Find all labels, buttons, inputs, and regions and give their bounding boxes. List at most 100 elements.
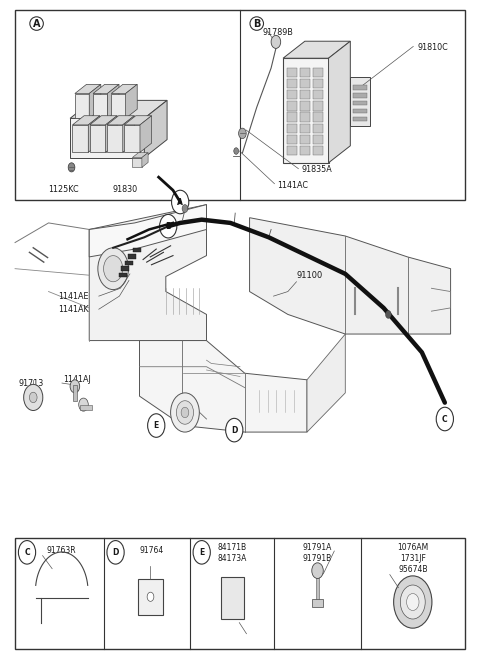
Bar [300,135,311,144]
Bar [287,79,298,88]
Text: 91835A: 91835A [301,166,332,174]
Bar [313,102,323,111]
Circle shape [234,148,239,155]
Polygon shape [126,84,137,119]
Circle shape [271,35,281,48]
Polygon shape [132,153,148,158]
Polygon shape [93,84,119,94]
Polygon shape [283,41,350,58]
Bar [300,113,311,122]
Polygon shape [108,84,119,119]
Bar [353,109,367,113]
Text: C: C [442,415,448,424]
Text: 91791B: 91791B [303,554,332,563]
Bar [353,93,367,98]
Circle shape [312,563,323,578]
Circle shape [226,419,243,442]
Polygon shape [144,100,167,158]
Circle shape [436,407,454,431]
Circle shape [29,392,37,403]
Text: 91810C: 91810C [417,43,448,52]
Circle shape [104,255,123,282]
Bar [133,248,141,252]
Polygon shape [72,116,100,125]
Bar [15,10,465,200]
Bar [221,577,243,620]
Text: E: E [199,548,204,557]
Polygon shape [140,116,152,153]
Bar [313,146,323,155]
Bar [287,68,298,77]
Circle shape [171,190,189,214]
Text: A: A [177,198,183,206]
Bar [287,135,298,144]
Text: 91791A: 91791A [303,543,332,552]
Text: 91713: 91713 [19,379,44,388]
Text: B: B [253,18,261,29]
Circle shape [98,248,129,290]
Polygon shape [124,125,140,153]
Polygon shape [111,84,137,94]
Polygon shape [123,116,134,153]
Circle shape [182,204,188,212]
Circle shape [24,384,43,411]
Bar [287,146,298,155]
Text: 91830: 91830 [112,185,137,194]
Circle shape [68,163,75,172]
Circle shape [79,398,88,411]
Bar [316,569,320,600]
Bar [138,579,163,615]
Circle shape [18,540,36,564]
Polygon shape [106,116,117,153]
Bar [300,146,311,155]
Bar [300,102,311,111]
Circle shape [176,401,193,424]
Text: E: E [154,421,159,430]
Polygon shape [107,116,134,125]
Text: A: A [33,18,40,29]
Bar [121,266,129,271]
Polygon shape [107,125,123,153]
Polygon shape [75,94,89,119]
Text: 1141AK: 1141AK [58,305,89,314]
Polygon shape [90,125,106,153]
Bar [73,385,77,402]
Bar [283,58,328,163]
Text: 1731JF: 1731JF [400,554,426,563]
Bar [313,68,323,77]
Bar [353,117,367,121]
Bar [287,113,298,122]
Text: 1141AC: 1141AC [277,181,308,190]
Bar [300,90,311,100]
Polygon shape [89,204,206,341]
Polygon shape [90,116,117,125]
Text: 1076AM: 1076AM [397,543,429,552]
Bar [300,124,311,133]
Circle shape [107,540,124,564]
Bar [353,101,367,105]
Polygon shape [89,204,206,257]
Text: 91763R: 91763R [47,546,76,555]
Bar [313,79,323,88]
Bar [313,124,323,133]
Text: 84171B: 84171B [217,543,247,552]
Bar [313,90,323,100]
Polygon shape [142,153,148,168]
Text: 1141AJ: 1141AJ [63,375,91,384]
Bar [313,113,323,122]
Bar [119,272,127,277]
Polygon shape [307,334,345,432]
Text: B: B [165,221,171,231]
Bar [300,79,311,88]
Polygon shape [70,100,167,119]
Circle shape [407,593,419,610]
Bar [15,538,465,649]
Polygon shape [72,125,88,153]
Text: C: C [24,548,30,557]
Polygon shape [124,116,152,125]
Polygon shape [89,84,101,119]
Polygon shape [70,119,144,158]
Polygon shape [111,94,126,119]
Polygon shape [88,116,100,153]
Bar [129,254,136,259]
